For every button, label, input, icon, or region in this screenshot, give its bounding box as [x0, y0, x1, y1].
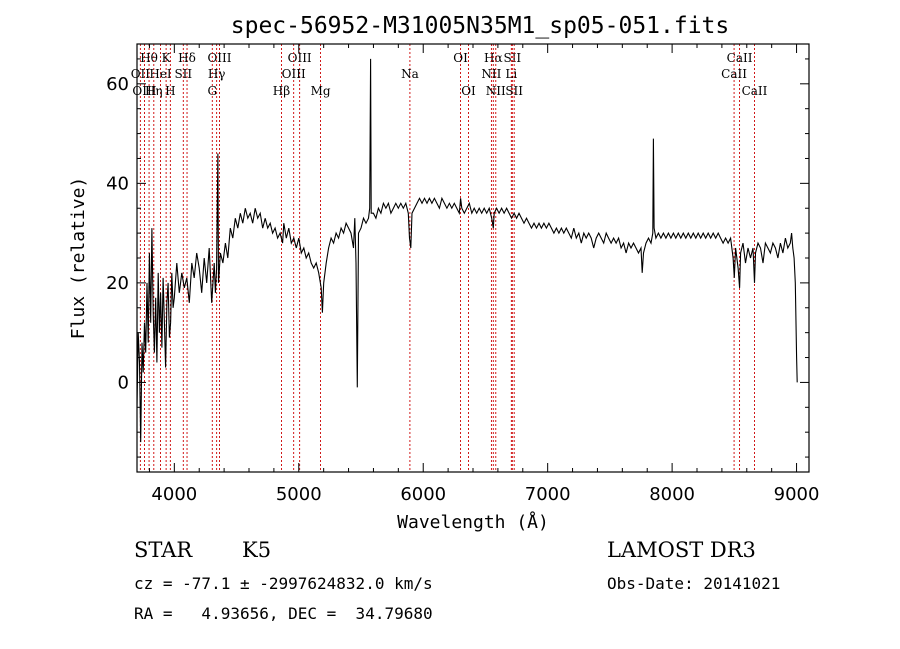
object-class: STAR — [134, 538, 193, 562]
line-marker-label: Hη — [145, 84, 163, 98]
line-marker-label: OIII — [282, 67, 306, 81]
redshift-velocity: cz = -77.1 ± -2997624832.0 km/s — [134, 574, 433, 593]
line-marker-label: K — [162, 51, 172, 65]
line-marker-label: NII — [481, 67, 501, 81]
line-marker-label: G — [207, 84, 217, 98]
observation-date: Obs-Date: 20141021 — [607, 574, 781, 593]
x-tick-label: 5000 — [276, 484, 322, 505]
line-marker-label: Mg — [311, 84, 331, 98]
line-marker-label: Hα — [484, 51, 503, 65]
line-marker-label: NII — [486, 84, 506, 98]
line-marker-label: OI — [453, 51, 468, 65]
line-marker-label: HeI — [149, 67, 172, 81]
x-tick-label: 6000 — [400, 484, 446, 505]
y-tick-label: 40 — [106, 173, 129, 194]
y-tick-label: 60 — [106, 74, 129, 95]
line-marker-label: OIII — [132, 84, 156, 98]
line-marker-label: CaII — [727, 51, 753, 65]
x-tick-label: 7000 — [525, 484, 571, 505]
line-marker-label: OIII — [288, 51, 312, 65]
line-marker-label: Hδ — [178, 51, 196, 65]
line-marker-label: OIII — [207, 51, 231, 65]
line-marker-label: CaII — [742, 84, 768, 98]
line-marker-label: SII — [174, 67, 192, 81]
plot-frame — [136, 43, 810, 473]
survey-name: LAMOST DR3 — [607, 538, 756, 562]
line-marker-label: Hγ — [208, 67, 226, 81]
line-marker-label: Na — [401, 67, 419, 81]
line-marker-label: OII — [131, 67, 151, 81]
x-tick-label: 9000 — [774, 484, 820, 505]
coordinates: RA = 4.93656, DEC = 34.79680 — [134, 604, 433, 623]
x-axis-ticks: 4000 5000 6000 7000 8000 9000 — [148, 44, 820, 505]
y-axis-label: Flux (relative) — [68, 177, 89, 340]
y-tick-label: 20 — [106, 273, 129, 294]
spectrum-line — [137, 58, 798, 443]
y-tick-label: 0 — [118, 372, 129, 393]
line-marker-label: Hβ — [273, 84, 290, 98]
line-marker-label: Hθ — [140, 51, 158, 65]
chart-title: spec-56952-M31005N35M1_sp05-051.fits — [231, 13, 730, 39]
line-marker-label: OI — [461, 84, 476, 98]
x-tick-label: 8000 — [649, 484, 695, 505]
line-marker-label: Li — [505, 67, 517, 81]
line-markers: Hθ OII OIII K HeI Hη SII H Hδ OIII Hγ G OIII OIII Hβ Mg… — [131, 44, 768, 472]
line-marker-label: CaII — [721, 67, 747, 81]
x-axis-label: Wavelength (Å) — [397, 511, 549, 533]
line-marker-label: SII — [505, 84, 523, 98]
line-marker-label: H — [165, 84, 175, 98]
object-subclass: K5 — [242, 538, 272, 562]
x-tick-label: 4000 — [151, 484, 197, 505]
line-marker-label: SII — [503, 51, 521, 65]
y-axis-ticks: 0 20 40 60 — [106, 58, 809, 458]
